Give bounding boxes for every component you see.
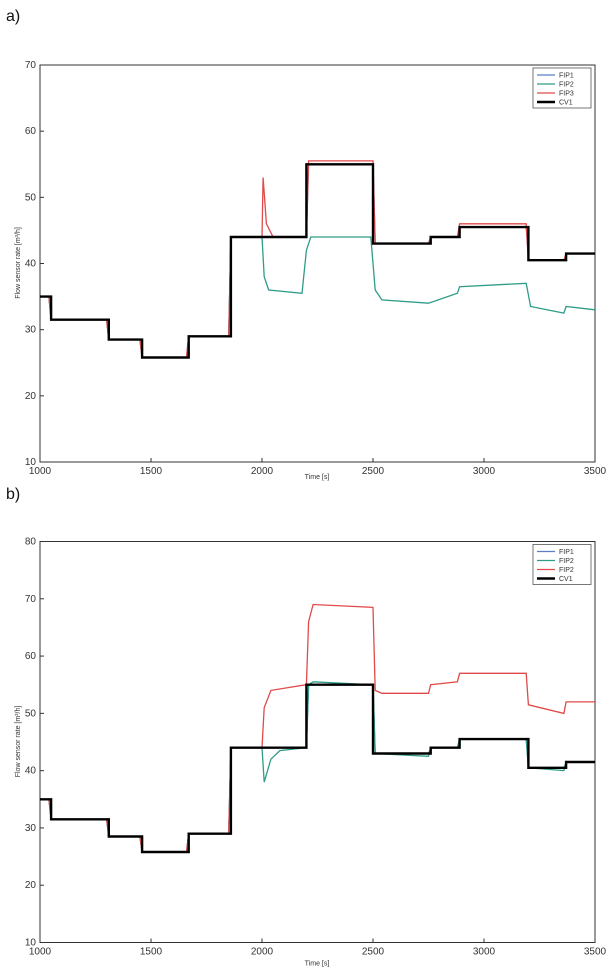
x-tick-label: 3500 [584,947,607,958]
y-tick-label: 70 [25,60,37,71]
y-tick-label: 20 [25,880,37,891]
series-line-cv1-3 [40,163,595,359]
x-tick-label: 3000 [473,466,496,477]
series-group-b [40,603,595,854]
legend-entry: FIP1 [559,73,574,80]
x-axis-label-b: Time [s] [305,961,330,968]
legend-entry: FIP2 [559,567,574,574]
legend-entry: CV1 [559,576,573,583]
y-tick-label: 40 [25,259,37,270]
x-tick-label: 1000 [29,466,52,477]
x-tick-label: 2500 [362,947,385,958]
x-tick-label: 1500 [140,947,163,958]
y-tick-label: 10 [25,938,37,949]
y-axis-label-b: Flow sensor rate [m³/h] [15,706,22,778]
y-tick-label: 10 [25,457,37,468]
panel-b-label: b) [6,486,21,503]
series-group-a [40,160,596,359]
plot-area-a [39,64,596,463]
legend-entry: CV1 [559,100,573,107]
y-axis-label-a: Flow sensor rate [m³/h] [15,227,22,299]
x-tick-label: 2000 [251,947,274,958]
tick-group-b: 1000 1500 2000 2500 3000 3500 10 20 30 40 50 60 70 80 [25,537,607,958]
y-tick-label: 30 [25,823,37,834]
plot-area-b [39,541,596,943]
panel-a-label: a) [6,8,21,25]
y-tick-label: 40 [25,766,37,777]
x-tick-label: 2500 [362,466,385,477]
x-tick-label: 3000 [473,947,496,958]
x-tick-label: 2000 [251,466,274,477]
legend-b: FIP1 FIP2 FIP2 CV1 [532,544,592,585]
y-tick-label: 60 [25,651,37,662]
legend-entry: FIP2 [559,82,574,89]
tick-group-a: 1000 1500 2000 2500 3000 3500 10 20 30 40 50 60 70 [25,60,607,477]
x-tick-label: 1000 [29,947,52,958]
legend-entry: FIP2 [559,558,574,565]
y-tick-label: 30 [25,325,37,336]
legend-a: FIP1 FIP2 FIP3 CV1 [532,67,592,109]
y-tick-label: 50 [25,708,37,719]
y-tick-label: 50 [25,192,37,203]
x-tick-label: 1500 [140,466,163,477]
legend-entry: FIP3 [559,91,574,98]
y-tick-label: 60 [25,126,37,137]
x-axis-label-a: Time [s] [305,474,330,481]
series-line-cv1-3 [40,683,595,854]
chart-a: Flow sensor rate [m³/h] Time [s] 1000 150… [15,60,607,481]
x-tick-label: 3500 [584,466,607,477]
y-tick-label: 70 [25,594,37,605]
chart-b: Flow sensor rate [m³/h] Time [s] 1000 150… [15,537,607,968]
y-tick-label: 80 [25,537,37,548]
legend-entry: FIP1 [559,549,574,556]
y-tick-label: 20 [25,391,37,402]
